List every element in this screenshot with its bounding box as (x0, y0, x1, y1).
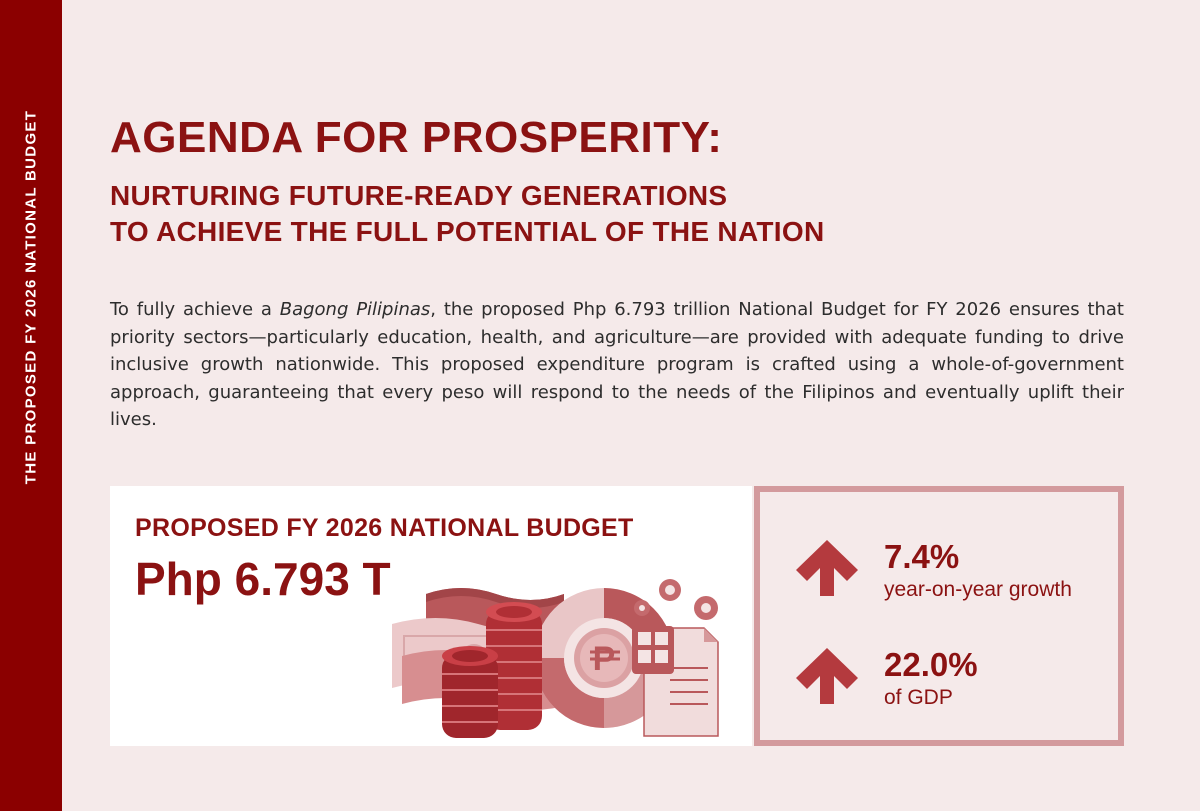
intro-text-start: To fully achieve a (110, 299, 280, 320)
stat-gdp-label: of GDP (884, 686, 953, 709)
page-header: AGENDA FOR PROSPERITY: NURTURING FUTURE-… (110, 112, 824, 250)
page-title: AGENDA FOR PROSPERITY: (110, 113, 723, 162)
budget-label: PROPOSED FY 2026 NATIONAL BUDGET (135, 514, 634, 542)
intro-italic-term: Bagong Pilipinas (279, 299, 431, 320)
page-subtitle: NURTURING FUTURE-READY GENERATIONS TO AC… (110, 178, 824, 250)
sidebar-title: THE PROPOSED FY 2026 NATIONAL BUDGET (22, 109, 40, 485)
intro-paragraph: To fully achieve a Bagong Pilipinas, the… (110, 296, 1124, 434)
intro-text-end: , the proposed Php 6.793 trillion Nation… (110, 299, 1124, 430)
arrow-up-icon (796, 540, 858, 596)
stat-growth-value: 7.4% (884, 538, 960, 575)
subtitle-line-1: NURTURING FUTURE-READY GENERATIONS (110, 180, 728, 211)
arrow-up-icon (796, 648, 858, 704)
stats-inner: 7.4% year-on-year growth 22.0% of GDP (760, 492, 1118, 740)
subtitle-line-2: TO ACHIEVE THE FULL POTENTIAL OF THE NAT… (110, 216, 825, 247)
stats-card: 7.4% year-on-year growth 22.0% of GDP (754, 486, 1124, 746)
sidebar: THE PROPOSED FY 2026 NATIONAL BUDGET (0, 0, 62, 811)
budget-card: PROPOSED FY 2026 NATIONAL BUDGET Php 6.7… (110, 486, 752, 746)
stat-gdp-value: 22.0% (884, 646, 978, 683)
money-coins-chart-icon: P (392, 579, 719, 738)
budget-value: Php 6.793 T (135, 553, 391, 605)
stat-growth-label: year-on-year growth (884, 578, 1072, 601)
